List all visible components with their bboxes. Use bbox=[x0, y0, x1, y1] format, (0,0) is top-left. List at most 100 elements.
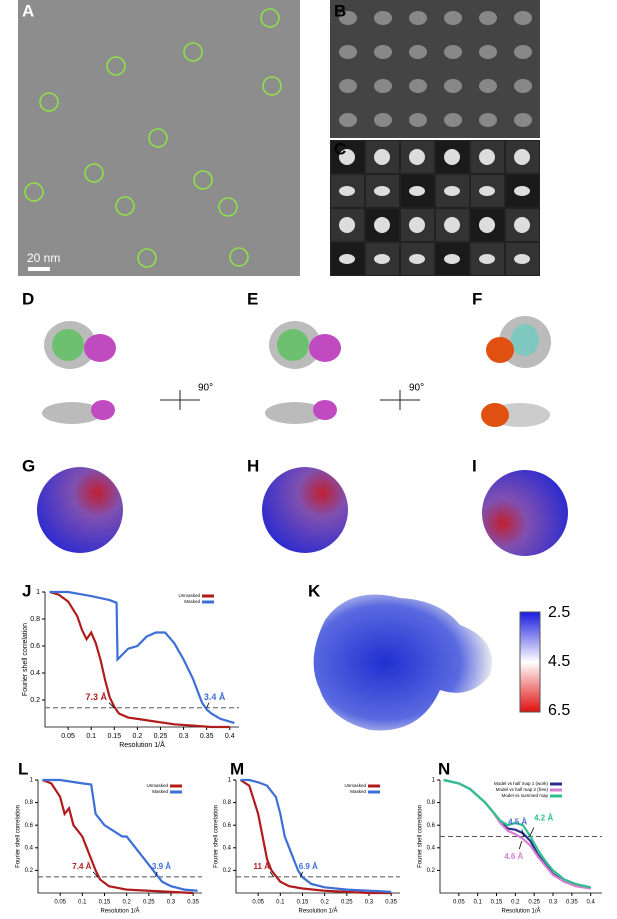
annotation-arrow bbox=[206, 702, 210, 708]
class-average bbox=[339, 11, 357, 25]
x-tick-label: 0.15 bbox=[297, 900, 309, 906]
x-axis-label: Resolution 1/Å bbox=[298, 908, 337, 914]
y-tick-label: 0.6 bbox=[223, 823, 232, 829]
class-average bbox=[409, 79, 427, 93]
class-average bbox=[339, 45, 357, 59]
micrograph bbox=[18, 0, 300, 276]
legend-label: Model vs half map 2 (free) bbox=[496, 787, 549, 792]
class-average bbox=[409, 11, 427, 25]
x-tick-label: 0.3 bbox=[179, 733, 189, 740]
class-average bbox=[374, 11, 392, 25]
y-tick-label: 0.2 bbox=[223, 868, 232, 874]
y-tick-label: 0.6 bbox=[25, 823, 34, 829]
x-tick-label: 0.35 bbox=[187, 900, 199, 906]
y-axis-label: Fourier shell correlation bbox=[418, 805, 424, 868]
y-tick-label: 0.2 bbox=[427, 868, 436, 874]
annotation: 4.6 Å bbox=[504, 852, 523, 861]
map-views bbox=[42, 316, 551, 427]
x-tick-label: 0.2 bbox=[133, 733, 143, 740]
legend-swatch bbox=[368, 790, 380, 794]
angular-distribution bbox=[37, 467, 568, 556]
x-axis-label: Resolution 1/Å bbox=[100, 908, 139, 914]
y-axis-label: Fourier shell correlation bbox=[214, 805, 220, 868]
class-averages-2d bbox=[330, 0, 540, 138]
class-average bbox=[514, 113, 532, 127]
y-tick-label: 0.8 bbox=[223, 800, 232, 806]
class-averages-2d bbox=[330, 140, 540, 276]
class-average bbox=[479, 79, 497, 93]
y-tick-label: 0.4 bbox=[30, 670, 40, 677]
x-tick-label: 0.1 bbox=[78, 900, 87, 906]
legend-label: Model vs summed map bbox=[501, 793, 548, 798]
y-tick-label: 0.8 bbox=[30, 616, 40, 623]
panel-label: H bbox=[247, 456, 259, 475]
class-average bbox=[514, 254, 530, 264]
class-average bbox=[514, 11, 532, 25]
panel-label: L bbox=[18, 759, 28, 778]
class-average bbox=[479, 45, 497, 59]
legend-label: Unmasked bbox=[146, 783, 168, 788]
x-tick-label: 0.1 bbox=[474, 900, 483, 906]
panel-label: F bbox=[472, 289, 482, 308]
axes bbox=[37, 780, 202, 894]
annotation-arrow bbox=[518, 840, 523, 850]
class-average bbox=[479, 11, 497, 25]
y-tick-label: 0.6 bbox=[427, 823, 436, 829]
x-tick-label: 0.4 bbox=[225, 733, 235, 740]
class-average bbox=[409, 254, 425, 264]
rotation-label: 90° bbox=[409, 383, 424, 394]
y-axis-label: Fourier shell correlation bbox=[22, 623, 29, 696]
annotation: 4.5 Å bbox=[508, 818, 527, 827]
panel-label: C bbox=[334, 139, 346, 158]
y-tick-label: 0.8 bbox=[427, 800, 436, 806]
panel-label: M bbox=[230, 759, 244, 778]
annotation-arrow bbox=[299, 871, 304, 878]
annotation-arrow bbox=[108, 702, 115, 708]
panel-label: G bbox=[22, 456, 35, 475]
class-average bbox=[444, 254, 460, 264]
y-tick-label: 1 bbox=[228, 778, 232, 784]
class-average bbox=[444, 45, 462, 59]
annotation: 3.9 Å bbox=[152, 862, 171, 871]
legend-label: Masked bbox=[350, 789, 366, 794]
class-average bbox=[339, 217, 355, 233]
class-average bbox=[444, 217, 460, 233]
annotation: 7.3 Å bbox=[86, 692, 108, 702]
rotation-label: 90° bbox=[198, 383, 213, 394]
class-average bbox=[444, 79, 462, 93]
x-tick-label: 0.2 bbox=[511, 900, 520, 906]
annotation: 11 Å bbox=[253, 862, 270, 871]
class-average bbox=[339, 149, 355, 165]
class-average bbox=[374, 186, 390, 196]
fsc-curve bbox=[239, 779, 392, 895]
x-tick-label: 0.2 bbox=[122, 900, 131, 906]
x-tick-label: 0.1 bbox=[86, 733, 96, 740]
annotation-arrow bbox=[521, 829, 525, 837]
legend-swatch bbox=[202, 594, 214, 598]
class-average bbox=[479, 186, 495, 196]
x-tick-label: 0.15 bbox=[491, 900, 503, 906]
axes bbox=[439, 780, 602, 894]
legend-label: Unmasked bbox=[344, 783, 366, 788]
class-average bbox=[514, 45, 532, 59]
class-average bbox=[374, 79, 392, 93]
x-tick-label: 0.05 bbox=[252, 900, 264, 906]
annotation-arrow bbox=[155, 871, 158, 877]
y-tick-label: 0.2 bbox=[30, 697, 40, 704]
class-average bbox=[374, 113, 392, 127]
panel-label: A bbox=[22, 1, 34, 20]
local-resolution-map bbox=[313, 594, 492, 731]
class-average bbox=[479, 254, 495, 264]
annotation-arrow bbox=[269, 871, 275, 878]
fsc-curve bbox=[42, 778, 198, 892]
legend-swatch bbox=[550, 794, 562, 798]
particle-picks bbox=[24, 8, 282, 268]
class-average bbox=[479, 113, 497, 127]
y-tick-label: 0.6 bbox=[30, 643, 40, 650]
annotation: 3.4 Å bbox=[204, 692, 226, 702]
legend-swatch bbox=[550, 788, 562, 792]
y-tick-label: 0.4 bbox=[223, 845, 232, 851]
class-average bbox=[444, 113, 462, 127]
y-tick-label: 0.4 bbox=[25, 845, 34, 851]
class-average bbox=[479, 149, 495, 165]
